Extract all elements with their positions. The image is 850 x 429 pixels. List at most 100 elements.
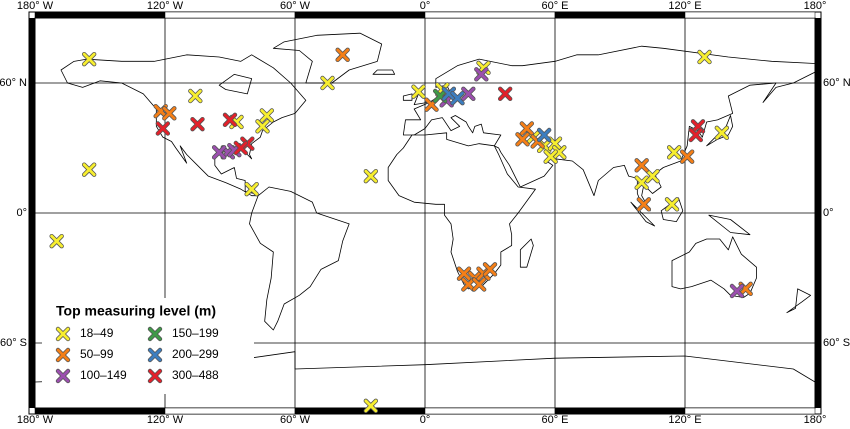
legend: Top measuring level (m) 18–49 50–99 100–14…: [42, 298, 254, 394]
site-marker: [211, 145, 227, 160]
frame-band: [554, 407, 686, 415]
site-marker: [81, 51, 97, 67]
marker-fill: [364, 169, 378, 183]
frame-band: [164, 407, 296, 415]
marker-fill: [715, 126, 729, 140]
marker-fill: [457, 267, 471, 281]
site-marker: [155, 121, 171, 136]
lon-label-bottom: 120° W: [147, 414, 184, 424]
site-marker: [645, 168, 660, 184]
marker-fill: [412, 85, 425, 99]
marker-fill: [256, 119, 269, 133]
site-marker: [474, 67, 489, 82]
new-zealand: [787, 289, 811, 313]
marker-fill: [635, 158, 649, 172]
marker-fill: [336, 48, 350, 62]
legend-swatch: [55, 347, 71, 363]
frame-band: [554, 11, 686, 19]
site-marker: [729, 283, 745, 299]
site-marker: [244, 181, 259, 197]
lon-label-bottom: 120° E: [668, 414, 701, 424]
legend-swatch: [147, 368, 163, 384]
site-marker: [190, 116, 205, 132]
marker-fill: [82, 52, 96, 66]
site-marker: [697, 49, 712, 65]
legend-box: [42, 298, 254, 394]
lon-label-top: 180°: [804, 0, 827, 12]
marker-fill: [498, 87, 512, 101]
marker-fill: [689, 128, 703, 142]
site-marker: [363, 168, 379, 184]
legend-title: Top measuring level (m): [56, 303, 216, 319]
north-america: [61, 55, 306, 196]
marker-fill: [483, 262, 497, 276]
site-marker: [320, 75, 335, 91]
marker-fill: [56, 327, 70, 341]
site-marker: [441, 86, 457, 102]
frame-band: [684, 407, 816, 415]
marker-fill: [442, 87, 456, 101]
legend-label: 150–199: [172, 326, 219, 340]
site-marker: [461, 277, 476, 292]
frame-band: [815, 18, 821, 408]
marker-fill: [156, 122, 170, 135]
marker-fill: [461, 278, 475, 291]
site-marker: [552, 145, 567, 160]
marker-fill: [321, 76, 334, 90]
marker-fill: [520, 122, 534, 135]
site-marker: [634, 175, 649, 190]
marker-fill: [364, 399, 378, 413]
marker-fill: [260, 109, 274, 122]
marker-fill: [148, 369, 162, 383]
marker-fill: [461, 87, 475, 101]
site-marker: [81, 162, 97, 177]
madagascar: [520, 239, 533, 267]
frame-band: [684, 11, 816, 19]
frame-band: [294, 11, 426, 19]
marker-fill: [474, 67, 488, 81]
sumatra: [631, 202, 655, 226]
lon-label-top: 0°: [420, 0, 431, 12]
marker-fill: [245, 182, 259, 196]
lon-label-top: 120° E: [668, 0, 701, 12]
site-marker: [233, 140, 249, 156]
legend-swatch: [147, 347, 163, 363]
lon-label-bottom: 180° W: [17, 414, 54, 424]
site-marker: [679, 149, 695, 164]
site-marker: [664, 197, 680, 212]
lat-label-left: 0°: [16, 207, 27, 219]
legend-label: 50–99: [80, 347, 114, 361]
legend-label: 300–488: [172, 368, 219, 382]
lon-label-top: 180° W: [17, 0, 54, 12]
site-marker: [456, 266, 472, 281]
legend-label: 18–49: [80, 326, 114, 340]
site-marker: [461, 86, 476, 102]
site-marker: [363, 398, 379, 414]
marker-fill: [188, 89, 202, 103]
frame-band: [424, 407, 556, 415]
lat-label-right: 60° S: [823, 337, 850, 349]
site-marker: [714, 125, 730, 141]
legend-label: 100–149: [80, 368, 127, 382]
marker-fill: [451, 91, 464, 105]
site-marker: [471, 277, 487, 292]
lon-label-bottom: 60° E: [541, 414, 568, 424]
site-marker: [450, 90, 465, 106]
south-america: [249, 187, 349, 330]
marker-fill: [665, 197, 679, 211]
legend-swatch: [55, 326, 71, 342]
marker-fill: [544, 150, 558, 164]
frame-band: [294, 407, 426, 415]
lat-label-right: 0°: [823, 207, 834, 219]
site-marker: [497, 86, 513, 102]
site-marker: [536, 127, 552, 143]
marker-fill: [548, 137, 562, 151]
greenland: [273, 33, 381, 83]
marker-fill: [56, 348, 70, 362]
legend-swatch: [147, 326, 163, 342]
lat-label-left: 60° S: [0, 337, 27, 349]
marker-fill: [212, 145, 226, 159]
marker-fill: [698, 50, 711, 64]
marker-fill: [552, 145, 566, 159]
marker-fill: [82, 163, 96, 177]
